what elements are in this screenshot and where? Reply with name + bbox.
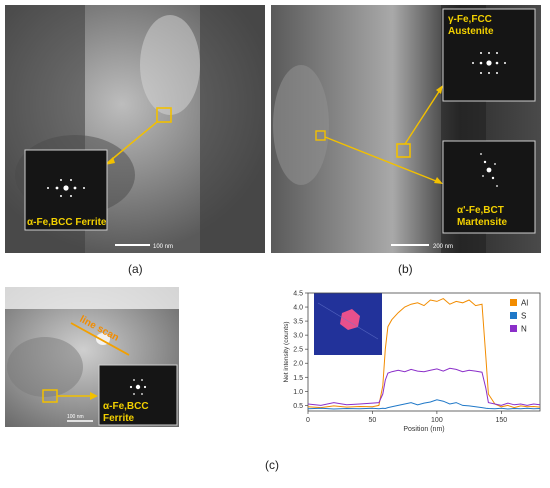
scalebar-label-c: 100 nm [67, 414, 84, 420]
legend-swatch-n [510, 325, 517, 332]
inset-austenite-line1: γ-Fe,FCC [448, 14, 492, 25]
inset-c-line2: Ferrite [103, 413, 135, 424]
x-tick-label: 100 [431, 417, 443, 424]
series-line-s [307, 399, 541, 410]
legend-label-n: N [521, 325, 527, 334]
legend-label-al: Al [521, 299, 528, 308]
scalebar-label-a: 100 nm [153, 244, 173, 250]
panel-label-a: (a) [128, 262, 143, 276]
saed-inset-c [98, 364, 178, 426]
y-tick-label: 0.5 [293, 403, 303, 410]
legend-label-s: S [521, 312, 526, 321]
tem-image-b: γ-Fe,FCC Austenite α'-Fe,BCT Martensite … [271, 5, 541, 253]
x-tick-label: 150 [495, 417, 507, 424]
arrow-a [104, 121, 158, 166]
x-axis-label: Position (nm) [403, 426, 444, 433]
scalebar-label-b: 200 nm [433, 244, 453, 250]
y-tick-label: 3.5 [293, 319, 303, 326]
x-tick-label: 0 [306, 417, 310, 424]
arrow-b-martensite [324, 136, 442, 184]
plot-frame [307, 292, 541, 412]
inset-martensite-line2: Martensite [457, 217, 507, 228]
scan-line [317, 302, 379, 340]
region-marker-b-small [315, 130, 326, 141]
y-tick-label: 1.5 [293, 375, 303, 382]
series-line-n [307, 367, 541, 406]
y-tick-label: 2.0 [293, 361, 303, 368]
tem-image-a: α-Fe,BCC Ferrite 100 nm [5, 5, 265, 253]
tem-image-a-graphic: α-Fe,BCC Ferrite 100 nm [5, 5, 265, 253]
region-marker-a [156, 107, 172, 123]
particle-blob [340, 309, 360, 330]
panel-label-c: (c) [265, 458, 279, 472]
y-tick-label: 3.0 [293, 333, 303, 340]
panel-label-b: (b) [398, 262, 413, 276]
tem-image-c-graphic: line scan α-Fe,BCC Ferrite 100 nm [5, 287, 179, 427]
arrowhead-b-martensite [434, 177, 443, 184]
saed-inset-austenite [442, 8, 536, 102]
inset-martensite-line1: α'-Fe,BCT [457, 205, 504, 216]
arrow-b-austenite [404, 86, 443, 145]
y-tick-label: 2.5 [293, 347, 303, 354]
y-tick-label: 1.0 [293, 389, 303, 396]
arrowhead-c [90, 392, 98, 400]
arrowhead-b-austenite [436, 85, 443, 94]
eds-map-inset [314, 293, 382, 355]
line-scan-path [70, 322, 130, 356]
line-scan-chart: 0.5 1.0 1.5 2.0 2.5 3.0 3.5 4.0 4.5 0 50 100 150 Posi… [283, 291, 541, 433]
inset-austenite-line2: Austenite [448, 26, 494, 37]
tem-image-b-graphic: γ-Fe,FCC Austenite α'-Fe,BCT Martensite … [271, 5, 541, 253]
legend-swatch-al [510, 299, 517, 306]
y-axis-label: Net intensity (counts) [283, 321, 290, 382]
region-marker-b [396, 143, 411, 158]
y-tick-label: 4.0 [293, 305, 303, 312]
y-tick-label: 4.5 [293, 291, 303, 298]
tem-image-c: line scan α-Fe,BCC Ferrite 100 nm [5, 287, 179, 427]
legend-swatch-s [510, 312, 517, 319]
inset-c-line1: α-Fe,BCC [103, 401, 149, 412]
saed-inset-martensite [442, 140, 536, 234]
inset-caption-a: α-Fe,BCC Ferrite [27, 217, 107, 228]
x-tick-label: 50 [369, 417, 377, 424]
series-line-al [307, 298, 541, 409]
